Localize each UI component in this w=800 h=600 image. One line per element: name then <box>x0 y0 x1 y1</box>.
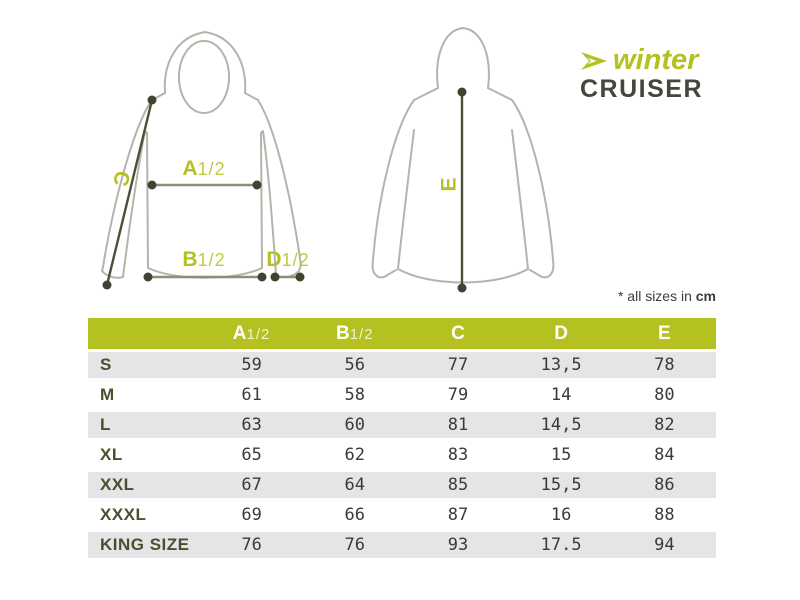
units-note: * all sizes in cm <box>618 288 716 304</box>
measurement-value: 81 <box>406 410 510 442</box>
measurement-value: 76 <box>200 530 304 562</box>
measurement-value: 65 <box>200 440 304 472</box>
size-label: S <box>88 350 200 382</box>
table-row: L 63 60 81 14,5 82 <box>88 410 716 442</box>
measurement-value: 60 <box>303 410 407 442</box>
label-c-letter: C <box>108 168 134 189</box>
measurement-value: 88 <box>612 500 716 532</box>
table-row: S 59 56 77 13,5 78 <box>88 350 716 382</box>
table-header-row: A1/2 B1/2 C D E <box>88 318 716 352</box>
measurement-value: 59 <box>200 350 304 382</box>
measurement-value: 84 <box>612 440 716 472</box>
measurement-value: 85 <box>406 470 510 502</box>
table-row: M 61 58 79 14 80 <box>88 380 716 412</box>
measurement-value: 79 <box>406 380 510 412</box>
label-a: A1/2 <box>174 158 234 179</box>
measurement-value: 14 <box>509 380 613 412</box>
measurement-value: 61 <box>200 380 304 412</box>
label-d: D1/2 <box>259 249 317 270</box>
column-header-e: E <box>612 318 716 352</box>
size-label: KING SIZE <box>88 530 200 562</box>
size-label: XXXL <box>88 500 200 532</box>
size-column-header <box>88 318 200 352</box>
brand-logo: winter CRUISER <box>580 46 730 102</box>
measurement-value: 67 <box>200 470 304 502</box>
column-header-b: B1/2 <box>303 318 407 352</box>
size-table: A1/2 B1/2 C D E S 59 56 77 13,5 78 M 61 58 79 14 80 L 63 6… <box>88 318 716 562</box>
measurement-value: 80 <box>612 380 716 412</box>
front-hood-opening <box>178 40 230 114</box>
size-label: M <box>88 380 200 412</box>
measurement-value: 63 <box>200 410 304 442</box>
measure-line-c <box>102 95 157 290</box>
table-row: KING SIZE 76 76 93 17.5 94 <box>88 530 716 562</box>
size-label: L <box>88 410 200 442</box>
measurement-value: 15,5 <box>509 470 613 502</box>
measurement-value: 15 <box>509 440 613 472</box>
measurement-value: 86 <box>612 470 716 502</box>
brand-name-bottom: CRUISER <box>580 75 704 103</box>
column-letter: D <box>554 322 569 344</box>
back-right-outline <box>487 87 555 279</box>
arrow-icon <box>581 51 607 70</box>
size-label: XXL <box>88 470 200 502</box>
front-hood-outline <box>163 31 247 94</box>
measurement-value: 17.5 <box>509 530 613 562</box>
units-note-text: * all sizes in <box>617 288 696 304</box>
column-letter: E <box>658 322 671 344</box>
back-left-sleeve-inner <box>397 129 415 270</box>
front-view-diagram <box>101 31 305 290</box>
back-right-sleeve-inner <box>511 129 529 270</box>
back-hood-outline <box>436 27 490 89</box>
label-d-frac: 1/2 <box>281 250 310 270</box>
column-header-a: A1/2 <box>200 318 304 352</box>
label-e-letter: E <box>437 177 461 192</box>
table-row: XXXL 69 66 87 16 88 <box>88 500 716 532</box>
back-view-diagram <box>371 27 555 293</box>
measurement-value: 78 <box>612 350 716 382</box>
column-fraction: 1/2 <box>246 325 271 343</box>
table-row: XXL 67 64 85 15,5 86 <box>88 470 716 502</box>
label-b-frac: 1/2 <box>197 250 226 270</box>
measurement-value: 56 <box>303 350 407 382</box>
measurement-value: 66 <box>303 500 407 532</box>
units-note-unit: cm <box>695 288 716 304</box>
brand-name-top: winter <box>613 44 699 76</box>
measure-line-a <box>147 180 262 190</box>
measurement-value: 82 <box>612 410 716 442</box>
measurement-value: 87 <box>406 500 510 532</box>
measure-line-d <box>270 272 305 282</box>
measurement-value: 14,5 <box>509 410 613 442</box>
column-letter: B <box>335 322 350 344</box>
table-row: XL 65 62 83 15 84 <box>88 440 716 472</box>
label-a-letter: A <box>182 157 198 180</box>
measurement-value: 76 <box>303 530 407 562</box>
measurement-value: 62 <box>303 440 407 472</box>
column-letter: A <box>232 322 247 344</box>
measurement-value: 13,5 <box>509 350 613 382</box>
label-d-letter: D <box>266 248 282 271</box>
measurement-value: 93 <box>406 530 510 562</box>
size-label: XL <box>88 440 200 472</box>
column-header-d: D <box>509 318 613 352</box>
measurement-value: 94 <box>612 530 716 562</box>
measurement-value: 58 <box>303 380 407 412</box>
measure-line-b <box>143 272 267 282</box>
measurement-value: 64 <box>303 470 407 502</box>
measurement-value: 69 <box>200 500 304 532</box>
label-b: B1/2 <box>174 249 234 270</box>
column-fraction: 1/2 <box>349 325 374 343</box>
measurement-value: 77 <box>406 350 510 382</box>
back-left-outline <box>371 87 439 279</box>
column-letter: C <box>451 322 465 344</box>
measurement-value: 83 <box>406 440 510 472</box>
column-header-c: C <box>406 318 510 352</box>
label-b-letter: B <box>182 248 198 271</box>
label-e: E <box>437 170 461 200</box>
label-a-frac: 1/2 <box>197 159 226 179</box>
measurement-value: 16 <box>509 500 613 532</box>
measure-line-e <box>457 87 467 293</box>
